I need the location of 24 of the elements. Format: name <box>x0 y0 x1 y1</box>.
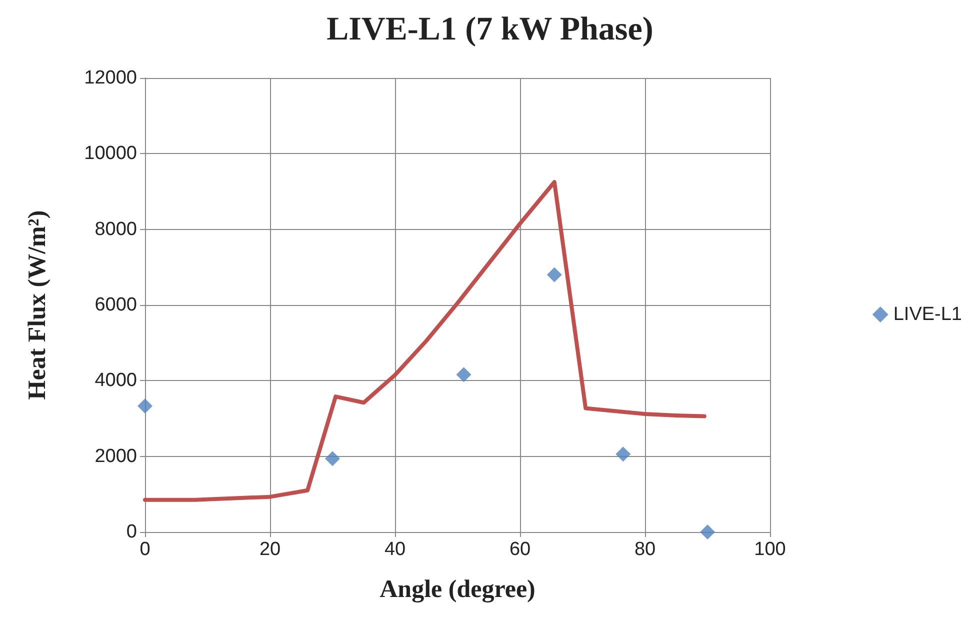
y-tick-label: 4000 <box>94 370 137 392</box>
x-tick-label: 60 <box>509 539 531 560</box>
x-tick-label: 20 <box>259 539 281 560</box>
line-series <box>143 180 706 502</box>
point <box>616 446 631 462</box>
point <box>700 524 715 540</box>
y-tick-label: 6000 <box>94 294 137 316</box>
y-tick-label: 8000 <box>94 218 137 240</box>
chart-title: LIVE-L1 (7 kW Phase) <box>326 12 654 48</box>
x-tick-label: 0 <box>140 539 150 560</box>
y-tick-label: 0 <box>126 522 137 542</box>
x-tick-label: 100 <box>754 539 786 560</box>
point <box>456 367 472 382</box>
point <box>138 398 152 414</box>
y-tick-label: 2000 <box>94 446 137 467</box>
x-tick-label: 80 <box>634 539 656 560</box>
x-tick-label: 40 <box>384 539 406 560</box>
legend-label: LIVE-L1 <box>893 304 962 325</box>
point <box>546 267 562 282</box>
x-axis-title: Angle (degree) <box>380 576 536 603</box>
point <box>325 451 340 466</box>
y-tick-label: 10000 <box>84 143 137 164</box>
y-tick-label: 12000 <box>84 68 137 88</box>
y-axis-title: Heat Flux (W/m²) <box>24 210 51 400</box>
